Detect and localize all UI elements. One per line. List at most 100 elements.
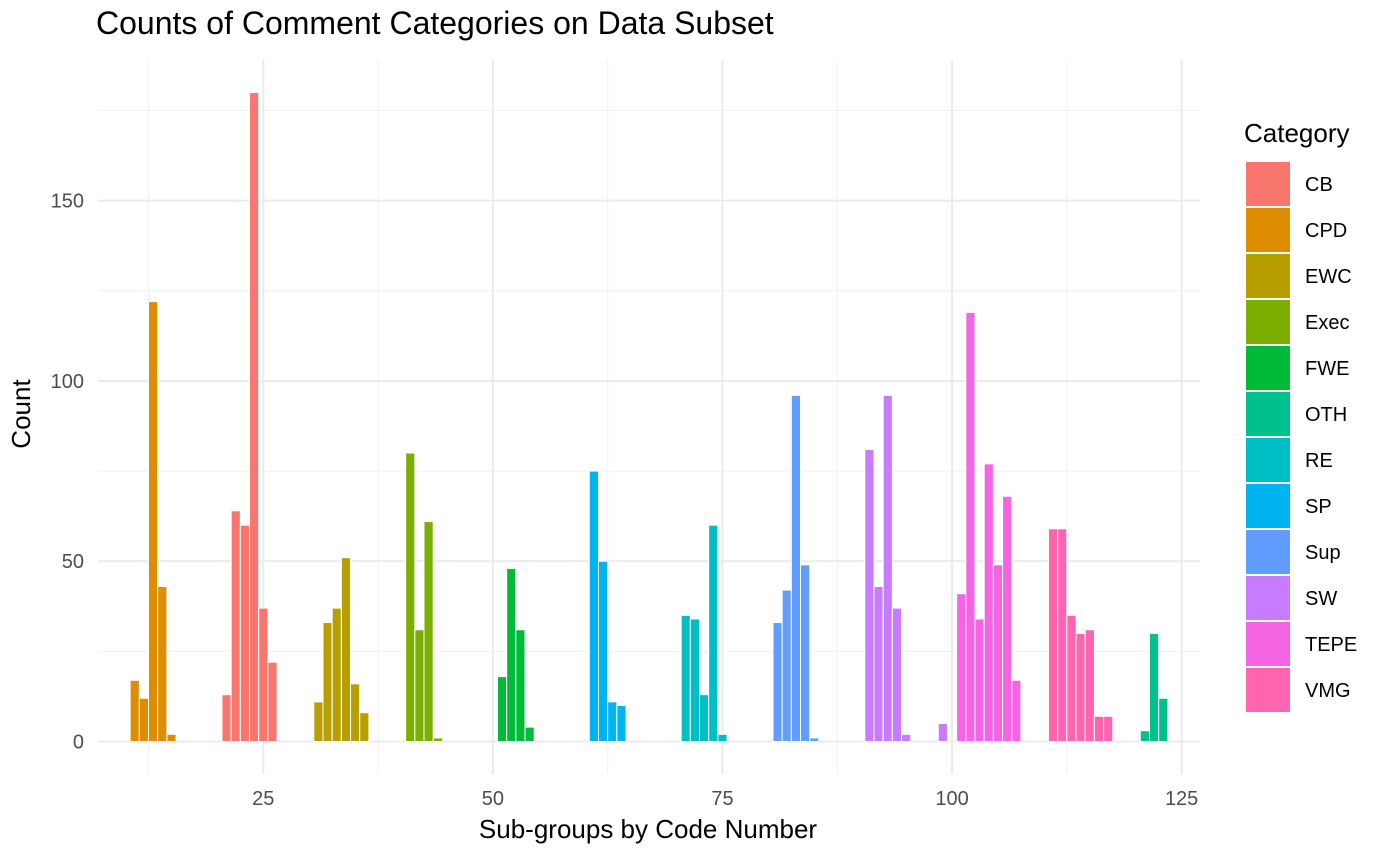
bar-cb-25 [258, 607, 269, 743]
legend-label-sup: Sup [1305, 542, 1341, 564]
bar-tepe-104 [983, 463, 994, 743]
bar-tepe-102 [965, 311, 976, 743]
bar-exec-43 [423, 521, 434, 743]
bar-cb-26 [267, 661, 278, 743]
bar-vmg-117 [1103, 715, 1114, 743]
bar-vmg-114 [1075, 632, 1086, 743]
bar-vmg-111 [1047, 528, 1059, 743]
bar-fwe-54 [524, 726, 535, 743]
y-tick-label: 0 [73, 732, 84, 754]
x-tick-label: 25 [252, 788, 274, 810]
bar-ewc-36 [359, 712, 370, 743]
bar-re-75 [717, 733, 728, 743]
legend-key-vmg [1246, 668, 1290, 712]
bar-oth-122 [1148, 632, 1160, 743]
bar-ewc-33 [331, 607, 342, 743]
bar-ewc-34 [340, 557, 352, 743]
bar-fwe-52 [506, 567, 517, 743]
bar-cpd-11 [129, 679, 140, 743]
bar-vmg-115 [1084, 629, 1095, 743]
bar-vmg-112 [1057, 528, 1068, 743]
legend-label-cpd: CPD [1305, 220, 1347, 242]
chart-title: Counts of Comment Categories on Data Sub… [96, 5, 774, 41]
legend-key-cb [1246, 162, 1290, 206]
bar-sup-84 [800, 564, 811, 743]
x-tick-labels: 25 50 75 100 125 [252, 788, 1198, 810]
legend-label-sp: SP [1305, 496, 1332, 518]
bar-fwe-51 [496, 676, 508, 743]
bar-sp-63 [607, 701, 618, 743]
legend-label-tepe: TEPE [1305, 634, 1357, 656]
bar-oth-121 [1139, 730, 1150, 743]
legend-key-ewc [1246, 254, 1290, 298]
legend-key-fwe [1246, 346, 1290, 390]
bar-sup-85 [809, 737, 820, 743]
bar-tepe-106 [1002, 495, 1013, 743]
legend-key-oth [1246, 392, 1290, 436]
bar-cpd-14 [157, 585, 168, 743]
x-tick-label: 100 [935, 788, 968, 810]
legend-key-re [1246, 438, 1290, 482]
bar-ewc-35 [350, 683, 361, 743]
x-tick-label: 125 [1165, 788, 1198, 810]
bar-cpd-15 [166, 733, 177, 743]
legend-title: Category [1244, 118, 1350, 148]
legend-key-cpd [1246, 208, 1290, 252]
bar-sw-93 [882, 394, 893, 743]
bar-cpd-13 [148, 301, 159, 743]
bar-sw-91 [864, 448, 875, 743]
bar-re-73 [699, 694, 710, 743]
legend-label-exec: Exec [1305, 312, 1349, 334]
bar-sup-81 [772, 622, 783, 743]
bar-sup-82 [781, 589, 792, 743]
legend-label-fwe: FWE [1305, 358, 1349, 380]
bar-oth-123 [1158, 697, 1169, 743]
y-tick-label: 100 [51, 371, 84, 393]
bar-sp-64 [616, 704, 627, 743]
bar-fwe-53 [515, 629, 526, 743]
bar-cb-21 [221, 694, 232, 743]
bar-tepe-103 [974, 618, 985, 743]
bar-cb-24 [249, 91, 260, 743]
legend-key-sw [1246, 576, 1290, 620]
legend-key-sp [1246, 484, 1290, 528]
bar-re-74 [708, 524, 719, 743]
bar-exec-44 [432, 737, 443, 743]
bar-vmg-113 [1066, 614, 1077, 743]
bar-layer [129, 91, 1169, 743]
bar-vmg-116 [1093, 715, 1105, 743]
bar-tepe-107 [1011, 679, 1022, 743]
legend-label-re: RE [1305, 450, 1333, 472]
bar-sp-62 [597, 560, 609, 743]
bar-cpd-12 [138, 697, 150, 743]
y-tick-label: 50 [62, 551, 84, 573]
legend-label-oth: OTH [1305, 404, 1347, 426]
legend-label-sw: SW [1305, 588, 1337, 610]
bar-re-72 [689, 618, 701, 743]
y-axis-title: Count [6, 379, 36, 449]
bar-sw-94 [891, 607, 903, 743]
x-tick-label: 50 [482, 788, 504, 810]
legend: Category CB CPD EWC Exec FWE OTH RE SP Sup SW TEPE… [1244, 118, 1357, 712]
bar-re-71 [680, 614, 691, 743]
legend-label-cb: CB [1305, 174, 1333, 196]
legend-key-sup [1246, 530, 1290, 574]
bar-tepe-101 [956, 593, 967, 743]
bar-ewc-31 [313, 701, 324, 743]
legend-label-ewc: EWC [1305, 266, 1352, 288]
bar-sup-83 [790, 394, 802, 743]
legend-label-vmg: VMG [1305, 680, 1351, 702]
bar-exec-41 [405, 452, 416, 743]
y-tick-label: 150 [51, 191, 84, 213]
bar-exec-42 [414, 629, 425, 743]
bar-sw-92 [873, 585, 884, 743]
x-axis-title: Sub-groups by Code Number [479, 814, 818, 844]
y-tick-labels: 0 50 100 150 [51, 191, 84, 754]
bar-cb-22 [230, 510, 241, 743]
legend-key-exec [1246, 300, 1290, 344]
bar-sw-99 [937, 723, 948, 743]
bar-sw-95 [901, 733, 912, 743]
bar-ewc-32 [322, 622, 333, 743]
legend-key-tepe [1246, 622, 1290, 666]
